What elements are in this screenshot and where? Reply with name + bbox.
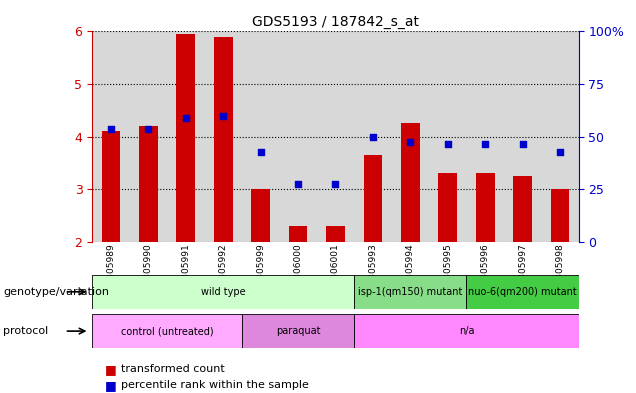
Point: [368, 133, 378, 140]
Bar: [176, 34, 195, 242]
Bar: [354, 314, 579, 348]
Text: genotype/variation: genotype/variation: [3, 287, 109, 297]
Point: [143, 125, 153, 132]
Title: GDS5193 / 187842_s_at: GDS5193 / 187842_s_at: [252, 15, 419, 29]
Text: transformed count: transformed count: [121, 364, 225, 375]
Bar: [92, 275, 354, 309]
Text: n/a: n/a: [459, 326, 474, 336]
Bar: [364, 155, 382, 242]
Bar: [102, 131, 120, 242]
Bar: [504, 31, 541, 242]
Point: [181, 115, 191, 121]
Point: [256, 149, 266, 156]
Point: [293, 181, 303, 187]
Text: control (untreated): control (untreated): [121, 326, 214, 336]
Bar: [326, 226, 345, 242]
Bar: [130, 31, 167, 242]
Bar: [476, 173, 495, 242]
Point: [331, 181, 341, 187]
Bar: [429, 31, 466, 242]
Text: percentile rank within the sample: percentile rank within the sample: [121, 380, 308, 390]
Text: wild type: wild type: [201, 287, 245, 297]
Point: [405, 139, 415, 145]
Bar: [438, 173, 457, 242]
Bar: [167, 31, 205, 242]
Bar: [466, 275, 579, 309]
Bar: [541, 31, 579, 242]
Bar: [401, 123, 420, 242]
Bar: [242, 31, 279, 242]
Bar: [214, 37, 233, 242]
Bar: [205, 31, 242, 242]
Bar: [289, 226, 307, 242]
Point: [106, 125, 116, 132]
Bar: [551, 189, 569, 242]
Point: [443, 141, 453, 148]
Bar: [242, 314, 354, 348]
Bar: [139, 126, 158, 242]
Point: [480, 141, 490, 148]
Text: nuo-6(qm200) mutant: nuo-6(qm200) mutant: [468, 287, 577, 297]
Text: paraquat: paraquat: [276, 326, 321, 336]
Bar: [354, 31, 392, 242]
Point: [518, 141, 528, 148]
Bar: [317, 31, 354, 242]
Bar: [251, 189, 270, 242]
Bar: [92, 31, 130, 242]
Text: ■: ■: [105, 378, 121, 392]
Bar: [513, 176, 532, 242]
Text: ■: ■: [105, 363, 121, 376]
Point: [555, 149, 565, 156]
Bar: [354, 275, 466, 309]
Text: protocol: protocol: [3, 326, 48, 336]
Bar: [92, 314, 242, 348]
Bar: [279, 31, 317, 242]
Text: isp-1(qm150) mutant: isp-1(qm150) mutant: [358, 287, 462, 297]
Bar: [392, 31, 429, 242]
Point: [218, 112, 228, 119]
Bar: [466, 31, 504, 242]
